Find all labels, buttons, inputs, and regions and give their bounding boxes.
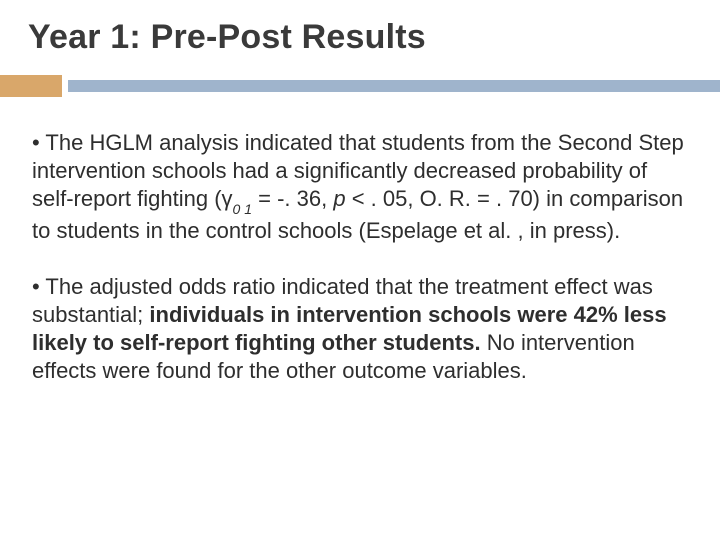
bullet-2: • The adjusted odds ratio indicated that… [32,273,686,386]
bullet-1-italic-p: p [333,186,345,211]
bullet-1-text-b: = -. 36, [252,186,333,211]
divider-bar-wrap [68,75,720,97]
slide: Year 1: Pre-Post Results • The HGLM anal… [0,0,720,540]
divider-bar [68,80,720,92]
title-divider [0,75,720,97]
slide-title: Year 1: Pre-Post Results [28,18,692,57]
bullet-1-subscript: 0 1 [233,201,252,217]
slide-body: • The HGLM analysis indicated that stude… [28,129,692,385]
bullet-1: • The HGLM analysis indicated that stude… [32,129,686,245]
accent-block [0,75,62,97]
